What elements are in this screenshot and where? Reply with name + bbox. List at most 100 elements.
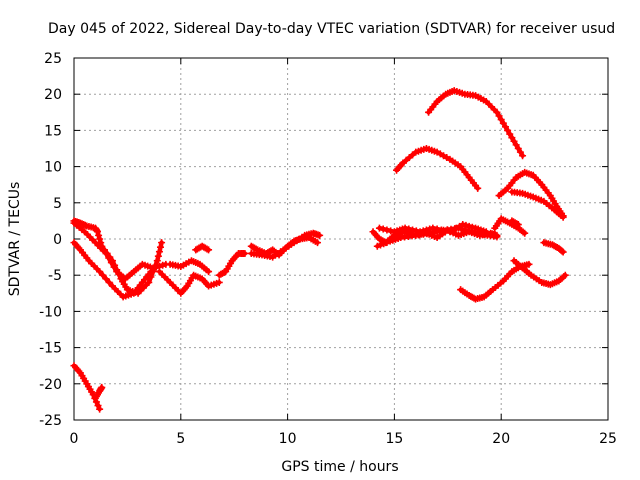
x-tick-label: 20 [492, 431, 510, 447]
data-point [501, 123, 509, 131]
data-point [468, 223, 476, 231]
data-point [512, 141, 520, 149]
data-point [433, 225, 441, 233]
y-axis-ticks: -25 -20 -15 -10 -5 0 5 10 15 20 25 [39, 51, 608, 429]
x-axis-ticks: 0 5 10 15 20 25 [70, 58, 617, 447]
data-point [96, 405, 104, 413]
x-tick-label: 25 [599, 431, 617, 447]
data-point [383, 226, 391, 234]
y-tick-label: 5 [53, 196, 62, 212]
series-arc-e [166, 257, 213, 276]
data-point [508, 134, 516, 142]
data-point [426, 225, 434, 233]
data-point [387, 227, 395, 235]
data-point [373, 242, 381, 250]
data-point [110, 263, 118, 271]
data-point [442, 227, 450, 235]
data-point [379, 225, 387, 233]
series-arc-o [508, 188, 567, 221]
series-arc-j [70, 362, 104, 413]
data-point [559, 213, 567, 221]
data-point [98, 383, 106, 391]
data-point [493, 108, 501, 116]
series-arc-l [393, 145, 482, 192]
data-point [96, 268, 104, 276]
series-arc-b [70, 239, 155, 301]
data-point [380, 240, 388, 248]
data-point [459, 221, 467, 229]
y-tick-label: -15 [39, 341, 62, 357]
data-point [93, 228, 101, 236]
y-tick-label: -10 [39, 304, 62, 320]
series-arc-m [425, 87, 527, 160]
data-point [437, 226, 445, 234]
x-tick-label: 5 [176, 431, 185, 447]
y-tick-label: -25 [39, 413, 62, 429]
data-point [506, 130, 514, 138]
data-point [419, 227, 427, 235]
data-point [499, 119, 507, 127]
y-axis-label: SDTVAR / TECUs [7, 182, 23, 297]
series-arc-g [215, 249, 249, 279]
data-point [375, 224, 383, 232]
data-point [525, 260, 533, 268]
x-tick-label: 10 [279, 431, 297, 447]
data-point [516, 148, 524, 156]
data-point [495, 112, 503, 120]
x-axis-label: GPS time / hours [281, 459, 398, 475]
y-tick-label: 10 [44, 160, 62, 176]
y-tick-label: -5 [48, 268, 62, 284]
data-point [521, 229, 529, 237]
data-point [465, 222, 473, 230]
series-arc-f [192, 242, 213, 254]
data-point [422, 226, 430, 234]
data-point [154, 252, 162, 260]
data-point [405, 225, 413, 233]
data-point [497, 116, 505, 124]
data-point [383, 238, 391, 246]
data-point [514, 145, 522, 152]
data-point [519, 152, 527, 160]
data-point [107, 259, 115, 267]
data-point [558, 247, 566, 255]
series-arc-i [247, 229, 324, 261]
data-point [409, 226, 417, 234]
y-tick-label: 25 [44, 51, 62, 67]
data-point [504, 126, 512, 134]
series-arc-d [155, 268, 223, 297]
data-point [95, 231, 103, 239]
series-arc-t [508, 217, 522, 229]
data-point [412, 227, 420, 235]
data-point [159, 261, 167, 269]
series-arc-k [91, 383, 106, 402]
data-point [105, 254, 113, 262]
data-point [482, 228, 490, 236]
y-tick-label: 0 [53, 232, 62, 248]
data-point [316, 231, 324, 239]
x-tick-label: 15 [385, 431, 403, 447]
data-point [493, 233, 501, 241]
data-point [314, 239, 322, 247]
data-point [215, 278, 223, 286]
series-arc-c [70, 219, 170, 283]
data-point [205, 268, 213, 276]
y-tick-label: -20 [39, 377, 62, 393]
data-point [105, 278, 113, 286]
y-tick-label: 20 [44, 87, 62, 103]
series-arc-u [540, 239, 567, 256]
data-point [401, 224, 409, 232]
data-point [416, 228, 424, 236]
data-point [561, 271, 569, 279]
series-arc-r [375, 221, 490, 236]
data-point [429, 224, 437, 232]
data-point [145, 278, 153, 286]
data-point [152, 263, 160, 271]
data-point [461, 226, 469, 234]
data-point [514, 221, 522, 229]
data-point [94, 402, 102, 410]
data-point [559, 248, 567, 256]
data-point [155, 248, 163, 256]
data-point [158, 239, 166, 247]
y-tick-label: 15 [44, 123, 62, 139]
